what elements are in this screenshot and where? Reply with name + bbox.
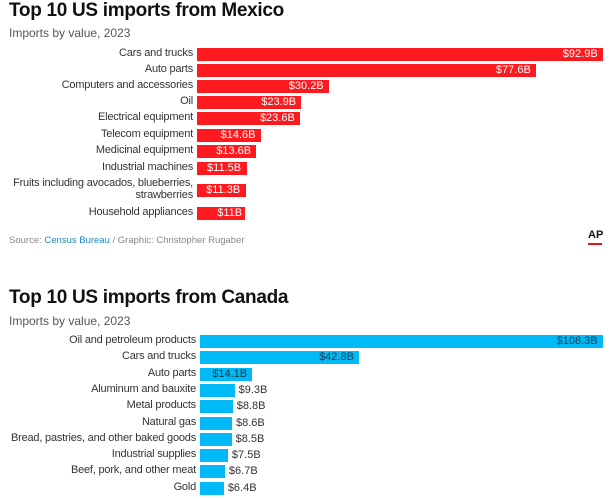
bar: [200, 350, 360, 364]
canada-chart-title: Top 10 US imports from Canada: [9, 287, 289, 308]
value-label: $11.5B: [207, 161, 242, 174]
value-label: $92.9B: [562, 47, 598, 60]
category-label: Fruits including avocados, blueberries, …: [13, 177, 193, 201]
category-label: Auto parts: [147, 367, 196, 379]
category-label: Cars and trucks: [118, 47, 193, 59]
value-label: $14.1B: [212, 367, 248, 380]
source-prefix: Source:: [9, 235, 45, 246]
category-label: Electrical equipment: [97, 111, 193, 123]
bar: [197, 63, 537, 77]
census-bureau-link[interactable]: Census Bureau: [44, 235, 110, 246]
category-label: Metal products: [126, 399, 197, 411]
bar: [200, 432, 232, 446]
category-label: Aluminum and bauxite: [91, 383, 196, 395]
category-label: Natural gas: [141, 416, 196, 428]
value-label: $9.3B: [238, 383, 268, 396]
category-label: Medicinal equipment: [95, 144, 193, 156]
category-label: Household appliances: [88, 206, 193, 218]
bar: [200, 416, 232, 430]
value-label: $8.8B: [236, 399, 266, 412]
bar: [197, 47, 603, 61]
canada-chart-subtitle: Imports by value, 2023: [9, 314, 131, 328]
value-label: $23.6B: [259, 111, 295, 124]
ap-logo-underline: [588, 243, 602, 245]
mexico-chart-title: Top 10 US imports from Mexico: [9, 0, 284, 21]
value-label: $6.7B: [228, 464, 258, 477]
category-label: Oil and petroleum products: [69, 334, 196, 346]
bar: [200, 481, 224, 495]
bar: [197, 144, 257, 158]
bar: [197, 183, 247, 197]
bar: [197, 128, 261, 142]
bar: [197, 95, 302, 109]
category-label: Industrial supplies: [111, 448, 196, 460]
mexico-chart-subtitle: Imports by value, 2023: [9, 26, 131, 40]
bar: [197, 79, 329, 93]
value-label: $77.6B: [495, 63, 531, 76]
bar: [197, 111, 301, 125]
bar: [200, 448, 228, 462]
value-label: $42.8B: [319, 350, 354, 363]
category-label: Industrial machines: [102, 161, 193, 173]
bar: [200, 367, 253, 381]
value-label: $7.5B: [231, 448, 261, 461]
value-label: $14.6B: [220, 128, 256, 141]
bar: [197, 206, 246, 220]
source-credit: Source: Census Bureau / Graphic: Christo…: [9, 235, 245, 246]
value-label: $13.6B: [216, 144, 252, 157]
category-label: Gold: [173, 481, 197, 493]
category-label: Bread, pastries, and other baked goods: [10, 432, 196, 444]
bar: [200, 464, 225, 478]
category-label: Telecom equipment: [101, 128, 193, 140]
category-label: Oil: [180, 95, 193, 107]
value-label: $6.4B: [227, 481, 257, 494]
value-label: $11B: [217, 206, 243, 219]
category-label: Cars and trucks: [121, 350, 196, 362]
value-label: $8.5B: [235, 432, 265, 445]
category-label: Beef, pork, and other meat: [70, 464, 196, 476]
ap-logo: AP: [588, 229, 604, 241]
bar: [200, 334, 603, 348]
value-label: $23.9B: [261, 95, 297, 108]
value-label: $8.6B: [236, 416, 265, 429]
bar: [200, 399, 233, 413]
value-label: $11.3B: [206, 183, 241, 196]
category-label: Computers and accessories: [61, 79, 194, 91]
graphic-credit: / Graphic: Christopher Rugaber: [109, 235, 245, 246]
value-label: $30.2B: [288, 79, 324, 92]
category-label: Auto parts: [144, 63, 193, 75]
bar: [197, 161, 248, 175]
bar: [200, 383, 235, 397]
value-label: $108.3B: [556, 334, 598, 347]
